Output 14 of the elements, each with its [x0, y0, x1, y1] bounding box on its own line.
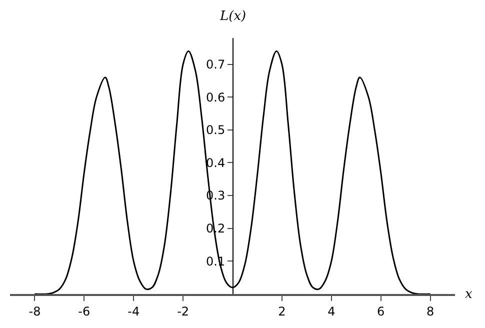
- x-tick-label: 8: [426, 304, 434, 318]
- x-tick-label: -4: [128, 304, 140, 318]
- y-tick-label: 0.5: [206, 123, 226, 138]
- y-axis-title: L(x): [219, 9, 246, 24]
- x-tick-label: -8: [28, 304, 41, 318]
- x-tick-label: 2: [278, 304, 286, 318]
- y-tick-label: 0.7: [206, 57, 226, 72]
- y-tick-label: 0.6: [206, 90, 226, 104]
- x-axis-title: x: [465, 287, 473, 302]
- y-tick-label: 0.4: [206, 156, 226, 170]
- x-tick-label: 6: [377, 304, 385, 318]
- x-tick-label: -6: [78, 304, 90, 318]
- x-tick-label: 4: [328, 304, 336, 318]
- x-tick-label: -2: [177, 304, 190, 318]
